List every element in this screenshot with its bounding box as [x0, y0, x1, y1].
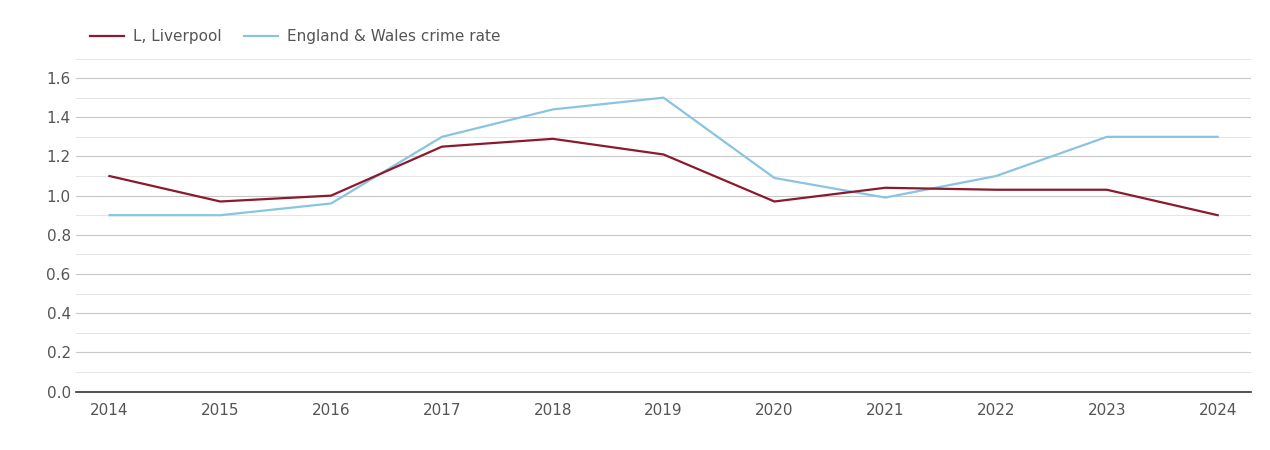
L, Liverpool — [1210, 212, 1226, 218]
England & Wales crime rate — [878, 195, 893, 200]
Legend: L, Liverpool, England & Wales crime rate: L, Liverpool, England & Wales crime rate — [84, 23, 507, 50]
L, Liverpool — [767, 199, 782, 204]
Line: England & Wales crime rate: England & Wales crime rate — [109, 98, 1218, 215]
England & Wales crime rate — [324, 201, 339, 206]
L, Liverpool — [102, 173, 117, 179]
England & Wales crime rate — [657, 95, 672, 100]
England & Wales crime rate — [1210, 134, 1226, 140]
L, Liverpool — [1100, 187, 1115, 193]
England & Wales crime rate — [212, 212, 227, 218]
England & Wales crime rate — [545, 107, 560, 112]
England & Wales crime rate — [102, 212, 117, 218]
L, Liverpool — [434, 144, 450, 149]
Line: L, Liverpool: L, Liverpool — [109, 139, 1218, 215]
L, Liverpool — [878, 185, 893, 190]
England & Wales crime rate — [434, 134, 450, 140]
L, Liverpool — [212, 199, 227, 204]
L, Liverpool — [545, 136, 560, 141]
England & Wales crime rate — [988, 173, 1003, 179]
L, Liverpool — [324, 193, 339, 198]
England & Wales crime rate — [767, 176, 782, 181]
L, Liverpool — [657, 152, 672, 157]
England & Wales crime rate — [1100, 134, 1115, 140]
L, Liverpool — [988, 187, 1003, 193]
